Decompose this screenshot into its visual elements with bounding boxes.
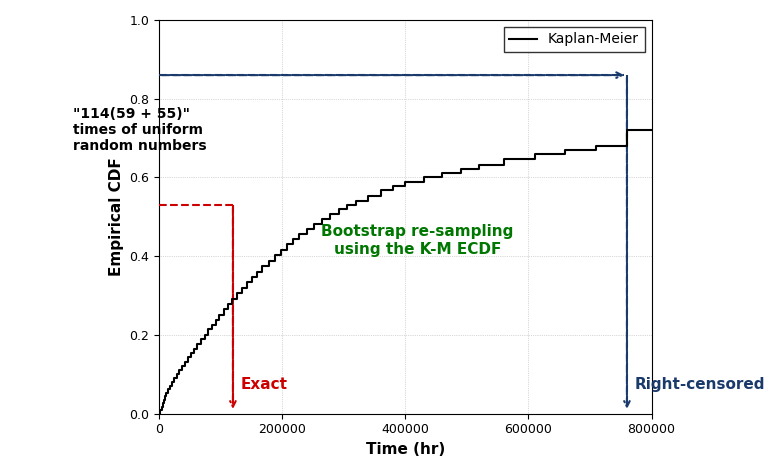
- Legend: Kaplan-Meier: Kaplan-Meier: [504, 27, 645, 52]
- X-axis label: Time (hr): Time (hr): [365, 442, 445, 457]
- Text: Bootstrap re-sampling
using the K-M ECDF: Bootstrap re-sampling using the K-M ECDF: [321, 224, 514, 257]
- Y-axis label: Empirical CDF: Empirical CDF: [109, 158, 123, 276]
- Text: "114(59 + 55)"
times of uniform
random numbers: "114(59 + 55)" times of uniform random n…: [73, 107, 206, 153]
- Text: Right-censored: Right-censored: [634, 377, 765, 392]
- Text: Exact: Exact: [241, 377, 287, 392]
